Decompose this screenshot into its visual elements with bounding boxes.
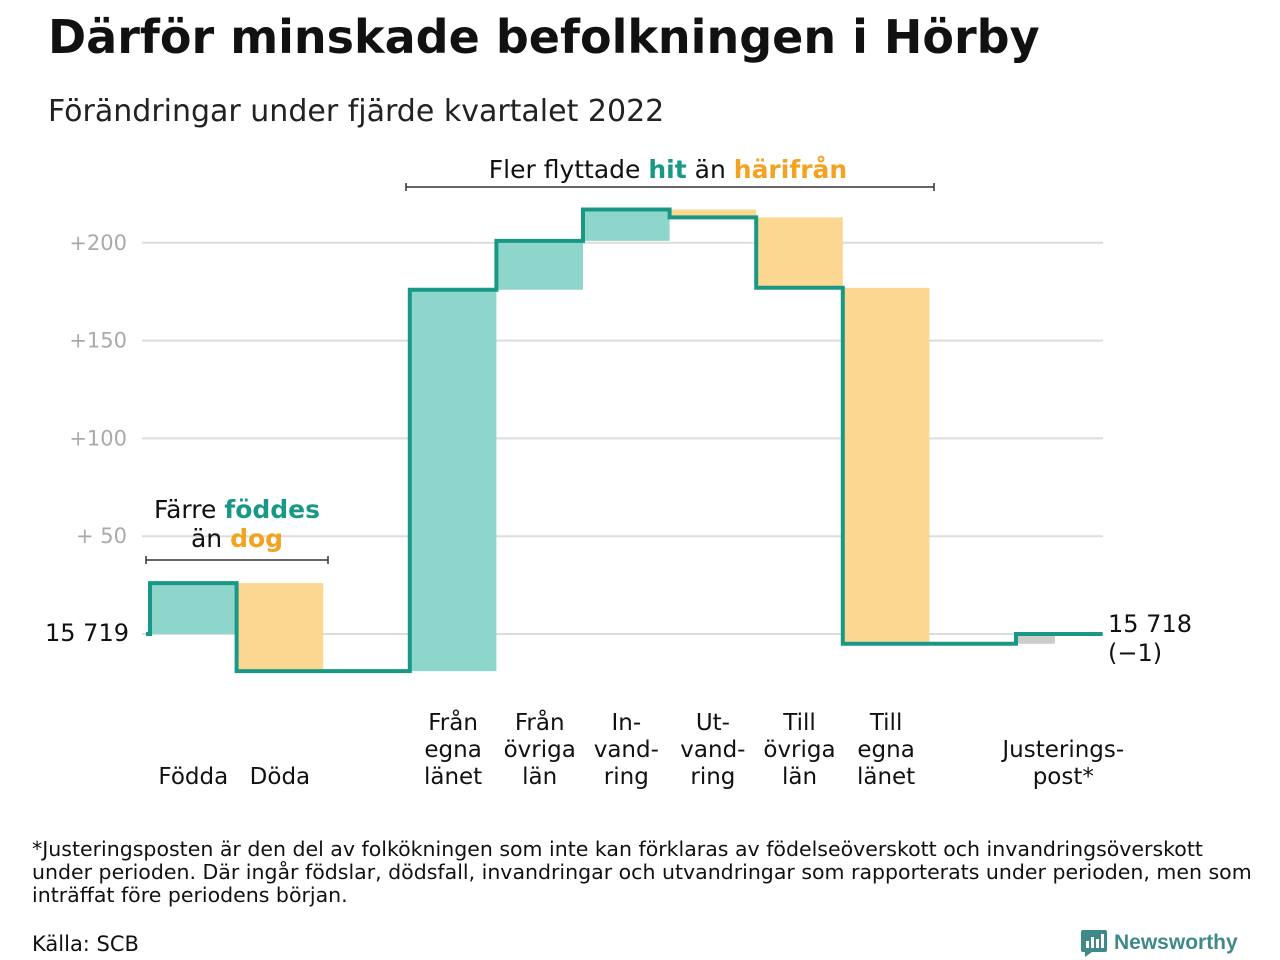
- migration-annotation: Fler flyttade hit än härifrån: [405, 155, 935, 191]
- annotation-fragment: Fler flyttade: [489, 155, 649, 184]
- y-tick-label: +150: [69, 329, 127, 353]
- category-label: Från: [515, 708, 565, 736]
- start-value-label: 15 719: [45, 619, 129, 647]
- bar-increase: [150, 583, 237, 634]
- category-label: övriga: [504, 737, 576, 763]
- y-tick-label: + 50: [76, 524, 127, 548]
- category-label: Ut-: [696, 710, 730, 736]
- category-label: län: [522, 764, 557, 790]
- annotation-fragment: dog: [230, 524, 283, 553]
- category-label: egna: [424, 737, 481, 763]
- category-label: länet: [857, 764, 915, 790]
- chart-subtitle: Förändringar under fjärde kvartalet 2022: [48, 94, 665, 129]
- chart-title: Därför minskade befolkningen i Hörby: [48, 10, 1040, 64]
- category-label: Födda: [158, 764, 228, 790]
- newsworthy-logo-icon: [1081, 930, 1107, 957]
- annotation-fragment: föddes: [224, 495, 320, 524]
- annotation-fragment: härifrån: [734, 155, 847, 184]
- bar-increase: [409, 289, 497, 672]
- footnote: *Justeringsposten är den del av folkökni…: [32, 837, 1252, 907]
- natural-annotation-line1: Färre föddes: [154, 495, 320, 524]
- bar-increase: [583, 209, 670, 241]
- gridlines: + 50 +100 +150 +200: [69, 231, 1103, 635]
- category-label: post*: [1033, 764, 1094, 790]
- category-label: länet: [424, 764, 482, 790]
- end-change-label: (−1): [1108, 639, 1162, 667]
- category-label: ring: [690, 764, 735, 790]
- category-label: ring: [604, 764, 649, 790]
- source-label: Källa: SCB: [32, 932, 139, 956]
- category-label: län: [782, 764, 817, 790]
- cumulative-line: [146, 207, 1103, 674]
- category-label: Justerings-: [1000, 737, 1124, 763]
- bar-decrease: [669, 209, 757, 218]
- brand-name: Newsworthy: [1114, 931, 1238, 954]
- category-label: egna: [857, 737, 914, 763]
- migration-annotation-text: Fler flyttade hit än härifrån: [489, 155, 847, 184]
- category-label: vand-: [594, 737, 659, 763]
- annotation-fragment: än: [687, 155, 734, 184]
- y-tick-label: +100: [69, 426, 127, 450]
- category-label: In-: [611, 710, 641, 736]
- category-label: vand-: [680, 737, 745, 763]
- category-label: Från: [428, 708, 478, 736]
- annotation-fragment: hit: [648, 155, 686, 184]
- y-tick-label: +200: [69, 231, 127, 255]
- bar-increase: [496, 240, 583, 290]
- bar-decrease: [842, 287, 930, 644]
- bar-decrease: [236, 583, 324, 672]
- bars: [150, 209, 1055, 672]
- end-value-label: 15 718: [1108, 610, 1192, 638]
- annotation-fragment: Färre: [154, 495, 224, 524]
- natural-annotation-line2: än dog: [191, 524, 283, 553]
- bar-decrease: [756, 217, 843, 288]
- category-labels: Födda DödaFrånegnalänetFrånövrigalänIn-va…: [158, 708, 1124, 790]
- category-label: Till: [782, 710, 816, 736]
- brand: Newsworthy: [1080, 928, 1238, 958]
- category-label: övriga: [763, 737, 835, 763]
- annotation-fragment: än: [191, 524, 230, 553]
- category-label: Till: [869, 710, 903, 736]
- category-label: Döda: [250, 764, 310, 790]
- bar-adjustment: [1016, 634, 1055, 644]
